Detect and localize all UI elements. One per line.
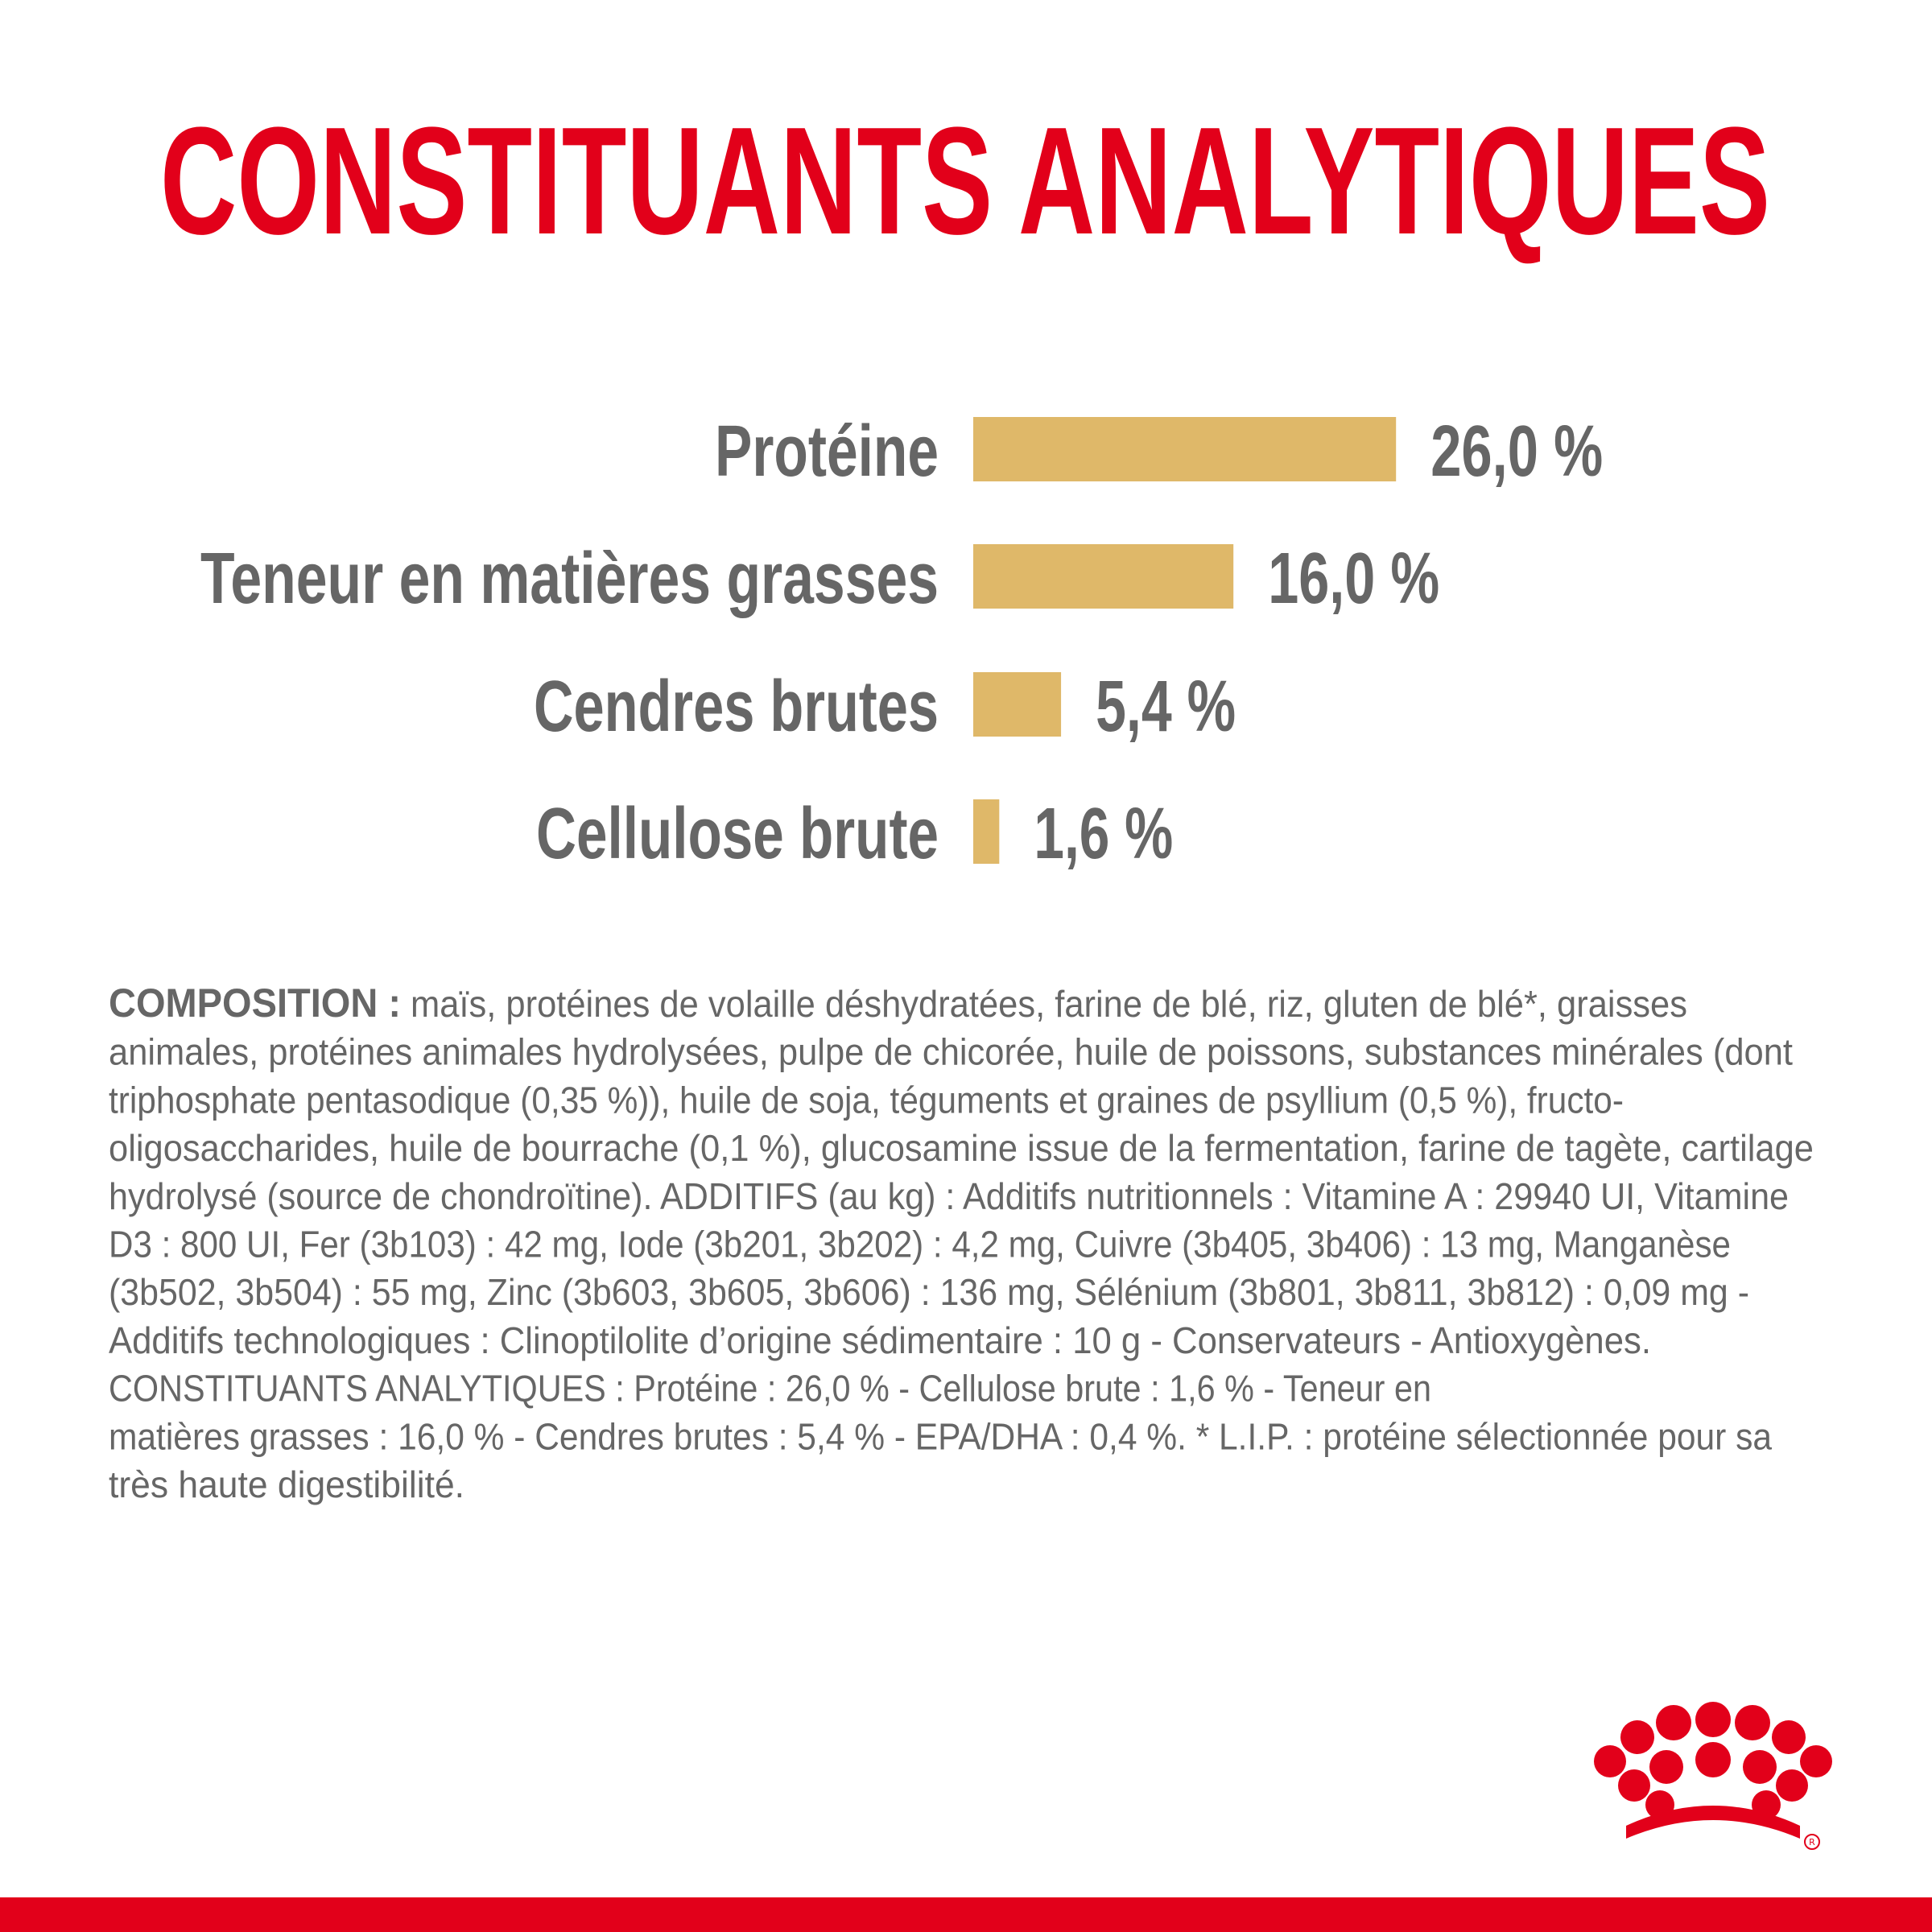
- bar: [973, 417, 1397, 481]
- category-label: Teneur en matières grasses: [200, 539, 939, 619]
- composition-line: Additifs technologiques : Clinoptilolite…: [109, 1319, 1651, 1361]
- composition-line: CONSTITUANTS ANALYTIQUES : Protéine : 26…: [109, 1368, 1431, 1410]
- value-label: 5,4 %: [1096, 667, 1236, 747]
- composition-label: COMPOSITION :: [109, 980, 401, 1026]
- bar: [973, 544, 1234, 609]
- footer-band: [0, 1897, 1932, 1932]
- category-label: Cendres brutes: [534, 667, 939, 747]
- chart-title: CONSTITUANTS ANALYTIQUES: [160, 96, 1770, 266]
- category-label: Cellulose brute: [536, 794, 939, 874]
- value-label: 26,0 %: [1430, 411, 1603, 492]
- bar: [973, 672, 1062, 737]
- bar: [973, 799, 1000, 864]
- composition-line: D3 : 800 UI, Fer (3b103) : 42 mg, Iode (…: [109, 1224, 1731, 1265]
- composition-line: très haute digestibilité.: [109, 1463, 464, 1505]
- svg-text:R: R: [1809, 1837, 1815, 1847]
- composition-line: maïs, protéines de volaille déshydratées…: [411, 983, 1687, 1025]
- composition-line: oligosaccharides, huile de bourrache (0,…: [109, 1127, 1814, 1169]
- value-label: 1,6 %: [1034, 794, 1173, 874]
- composition-line: triphosphate pentasodique (0,35 %)), hui…: [109, 1079, 1624, 1121]
- composition-line: animales, protéines animales hydrolysées…: [109, 1031, 1793, 1073]
- value-label: 16,0 %: [1268, 539, 1439, 619]
- composition-line: hydrolysé (source de chondroïtine). ADDI…: [109, 1175, 1789, 1217]
- composition-line: (3b502, 3b504) : 55 mg, Zinc (3b603, 3b6…: [109, 1271, 1749, 1313]
- brand-logo: R: [1594, 1702, 1832, 1850]
- category-label: Protéine: [715, 411, 939, 492]
- composition-line: matières grasses : 16,0 % - Cendres brut…: [109, 1415, 1772, 1457]
